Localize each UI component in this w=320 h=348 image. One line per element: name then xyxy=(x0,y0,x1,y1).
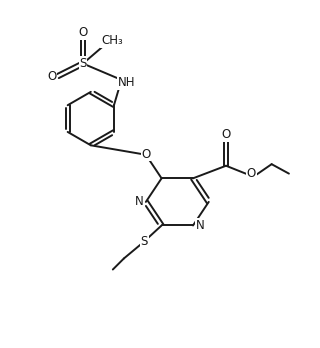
Text: O: O xyxy=(48,70,57,82)
Text: S: S xyxy=(79,57,87,70)
Text: N: N xyxy=(196,219,204,232)
Text: O: O xyxy=(247,167,256,180)
Text: N: N xyxy=(134,196,143,208)
Text: NH: NH xyxy=(118,76,135,89)
Text: O: O xyxy=(221,128,231,141)
Text: CH₃: CH₃ xyxy=(101,34,123,47)
Text: O: O xyxy=(141,148,150,161)
Text: O: O xyxy=(78,26,88,39)
Text: S: S xyxy=(140,235,148,248)
